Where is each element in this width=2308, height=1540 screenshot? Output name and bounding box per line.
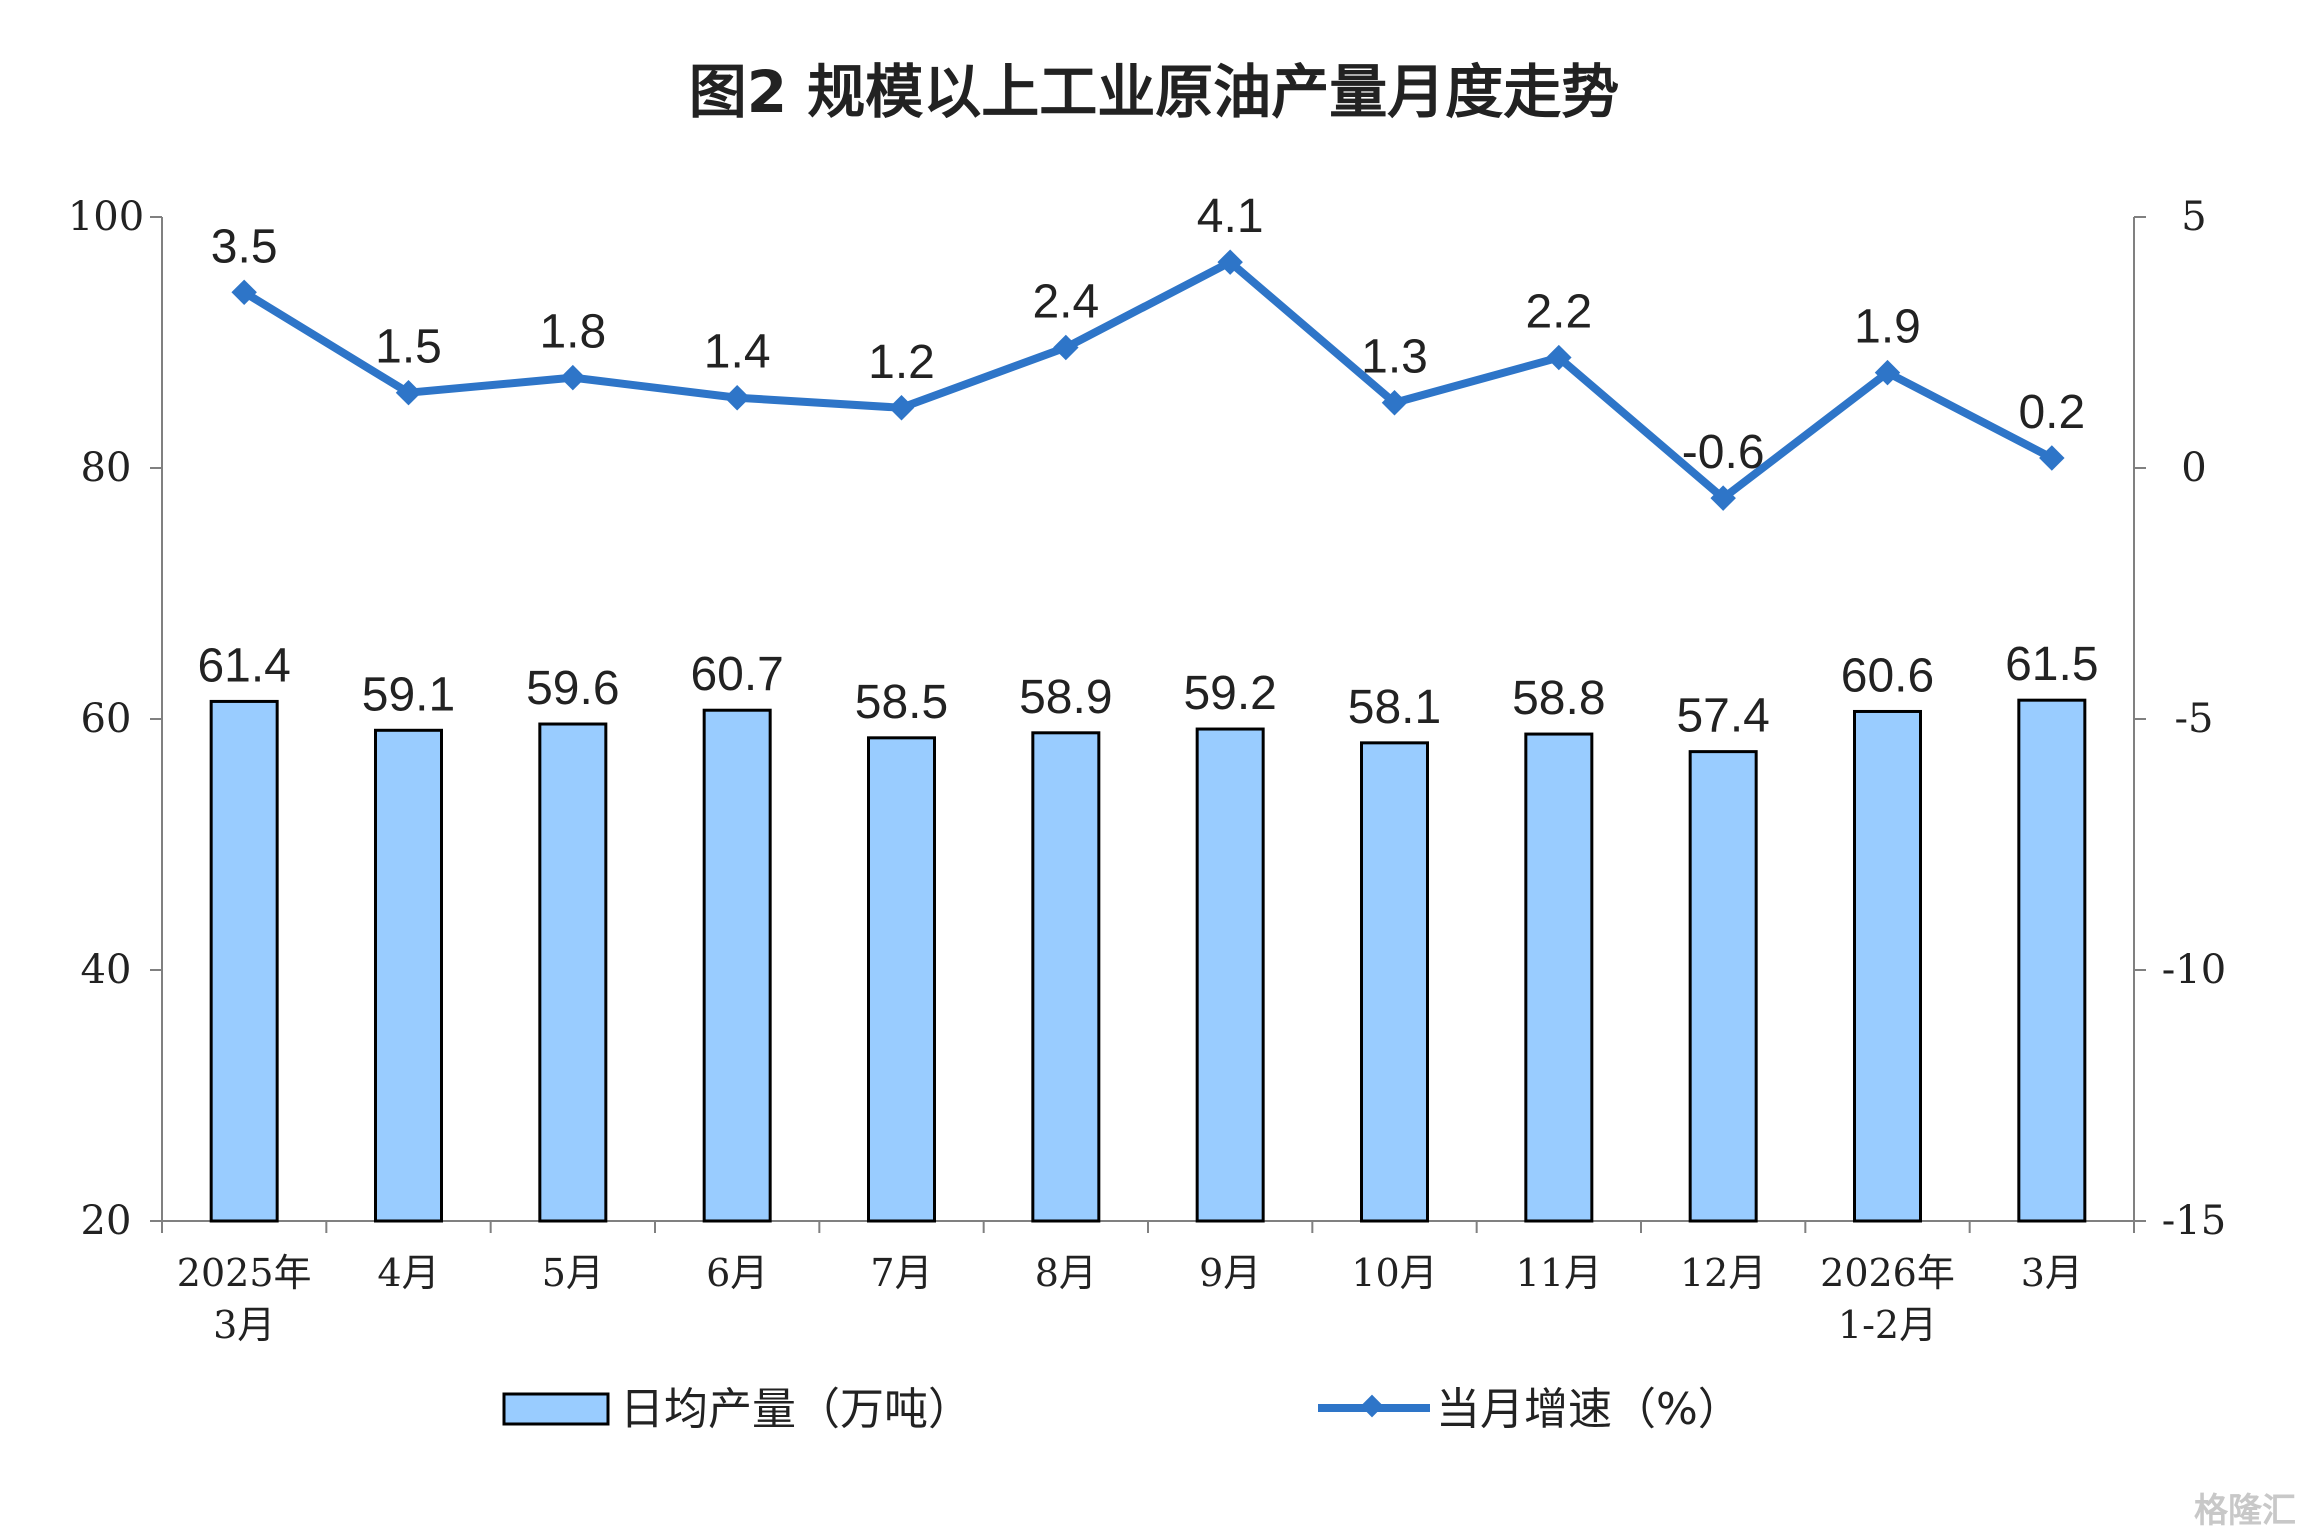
bar-value-label: 59.2 [1183, 667, 1276, 720]
bar-value-label: 60.7 [690, 648, 783, 701]
x-tick-label: 1-2月 [1838, 1303, 1937, 1347]
line-value-label: 4.1 [1197, 190, 1264, 243]
axes: 100 80 60 40 20 5 0 -5 -10 -15 [68, 194, 2226, 1244]
bar [1195, 727, 1265, 1223]
x-tick-label: 11月 [1516, 1251, 1602, 1295]
legend-bar-label: 日均产量（万吨） [620, 1384, 972, 1435]
line-value-label: 3.5 [211, 220, 278, 273]
right-tick-label: 5 [2181, 194, 2206, 240]
bar-value-label: 58.1 [1348, 681, 1441, 734]
line-point [395, 379, 422, 406]
line-value-label: -0.6 [1682, 426, 1765, 479]
left-tick-label: 20 [81, 1198, 132, 1244]
legend-line-label: 当月增速（%） [1436, 1384, 1742, 1435]
legend-bar-swatch [502, 1392, 610, 1426]
x-tick-label: 8月 [1035, 1251, 1097, 1295]
x-tick-label: 6月 [706, 1251, 768, 1295]
right-tick-label: -10 [2162, 947, 2226, 993]
line-value-label: 2.2 [1525, 286, 1592, 339]
bar-value-label: 60.6 [1841, 649, 1934, 702]
bar-series: 61.4 59.1 59.6 60.7 58.5 58.9 59.2 58.1 58.8 57.4… [197, 638, 2099, 1223]
line-point [231, 279, 257, 306]
line-value-label: 1.5 [375, 321, 442, 374]
right-tick-label: 0 [2181, 445, 2206, 491]
bar [538, 722, 608, 1223]
line-value-label: 2.4 [1032, 276, 1099, 329]
bar [1031, 731, 1101, 1223]
bar-value-label: 58.5 [855, 676, 948, 729]
line-point [888, 395, 915, 421]
line-value-label: 1.8 [539, 306, 606, 359]
growth-line [242, 258, 2054, 503]
bar-value-label: 57.4 [1676, 690, 1769, 743]
bar-value-label: 59.1 [362, 668, 455, 721]
bar-value-label: 61.5 [2005, 638, 2098, 691]
line-value-label: 1.3 [1361, 331, 1428, 384]
bar [702, 708, 772, 1223]
line-value-label: 1.4 [704, 326, 771, 379]
left-tick-label: 40 [81, 947, 132, 993]
x-tick-label: 10月 [1351, 1251, 1437, 1295]
x-axis-labels: 2025年 3月 4月 5月 6月 7月 8月 9月 10月 11月 12月 2026年 1-2月 3月 [177, 1251, 2083, 1347]
line-value-label: 0.2 [2018, 386, 2085, 439]
x-tick-label: 12月 [1680, 1251, 1766, 1295]
x-tick-label: 3月 [213, 1303, 275, 1347]
bar-value-label: 58.9 [1019, 671, 1112, 724]
bar [867, 736, 936, 1223]
bar [2017, 698, 2087, 1223]
left-tick-label: 100 [68, 194, 144, 240]
line-point [2039, 445, 2065, 471]
watermark-text: 格隆汇 [2194, 1491, 2296, 1531]
line-point [724, 384, 750, 411]
legend: 日均产量（万吨） 当月增速（%） [502, 1384, 1742, 1435]
x-tick-label: 5月 [542, 1251, 604, 1295]
line-value-label: 1.2 [868, 336, 935, 389]
bar [1360, 741, 1429, 1223]
line-point [560, 364, 586, 391]
line-series: 3.5 1.5 1.8 1.4 1.2 2.4 4.1 1.3 2.2 -0.6 1.9 0.2 [211, 190, 2085, 511]
right-tick-label: -5 [2175, 696, 2214, 742]
bar [1688, 750, 1758, 1223]
bar-value-label: 61.4 [197, 639, 290, 692]
right-tick-label: -15 [2162, 1198, 2226, 1244]
bar [1853, 709, 1922, 1223]
bar [374, 728, 443, 1223]
bar-value-label: 58.8 [1512, 672, 1605, 725]
x-tick-label: 9月 [1199, 1251, 1261, 1295]
bar [209, 699, 279, 1223]
bar-value-label: 59.6 [526, 662, 619, 715]
left-tick-label: 60 [81, 696, 132, 742]
legend-line-marker [1360, 1394, 1384, 1418]
line-value-label: 1.9 [1854, 301, 1921, 354]
chart-title: 图2 规模以上工业原油产量月度走势 [689, 58, 1620, 126]
left-tick-label: 80 [81, 445, 132, 491]
x-tick-label: 3月 [2021, 1251, 2083, 1295]
x-tick-label: 2025年 [177, 1251, 312, 1295]
x-tick-label: 7月 [870, 1251, 932, 1295]
x-tick-label: 2026年 [1820, 1251, 1955, 1295]
bar [1524, 732, 1594, 1223]
x-tick-label: 4月 [377, 1251, 439, 1295]
